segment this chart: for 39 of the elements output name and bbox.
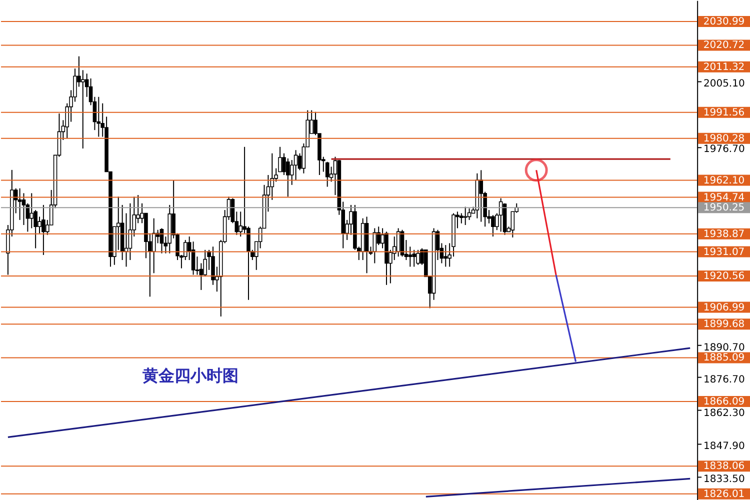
ref-line-label: 1980.28 xyxy=(703,133,745,144)
y-tick-label: 1833.50 xyxy=(704,474,745,486)
ref-line-label: 1950.25 xyxy=(703,202,745,214)
ref-line-label: 1838.06 xyxy=(703,461,745,472)
ref-line-label: 1906.99 xyxy=(703,302,745,314)
ref-line-label: 1899.68 xyxy=(703,319,745,330)
candlestick xyxy=(412,249,416,268)
y-tick-label: 2005.10 xyxy=(704,78,745,90)
candlestick xyxy=(444,244,448,268)
candlestick xyxy=(30,192,34,229)
ref-line-label: 1920.56 xyxy=(703,271,745,282)
ref-line-label: 1866.09 xyxy=(703,396,745,408)
ref-line-label: 1991.56 xyxy=(703,107,745,118)
candlestick xyxy=(96,96,101,138)
y-tick-label: 1862.30 xyxy=(704,408,745,419)
ref-line-label: 1826.01 xyxy=(703,488,745,500)
ref-line-label: 1931.07 xyxy=(703,246,745,258)
candlestick xyxy=(408,246,412,268)
ref-line-label: 1938.87 xyxy=(703,228,745,240)
y-tick-label: 1976.70 xyxy=(704,144,745,156)
candlestick xyxy=(286,158,290,198)
candlestick xyxy=(18,188,22,220)
candlestick xyxy=(463,206,468,226)
candlestick xyxy=(42,204,46,256)
ref-line-label: 1885.09 xyxy=(703,352,745,364)
candlestick xyxy=(294,150,298,181)
y-tick-label: 1890.70 xyxy=(704,342,745,354)
annotation: 黄金四小时图 xyxy=(142,366,239,385)
ref-line-label: 1962.10 xyxy=(703,175,745,186)
candlestick xyxy=(479,170,484,222)
ref-line-label: 2020.72 xyxy=(703,40,745,52)
y-tick-label: 1876.70 xyxy=(704,374,745,386)
ref-line-label: 2030.99 xyxy=(703,16,745,28)
ref-line-label: 1954.74 xyxy=(703,192,745,204)
ref-line-label: 2011.32 xyxy=(703,62,745,73)
candlestick xyxy=(325,161,330,188)
candlestick xyxy=(80,70,85,149)
y-tick-label: 1847.90 xyxy=(704,440,745,452)
candlestick xyxy=(416,249,420,266)
